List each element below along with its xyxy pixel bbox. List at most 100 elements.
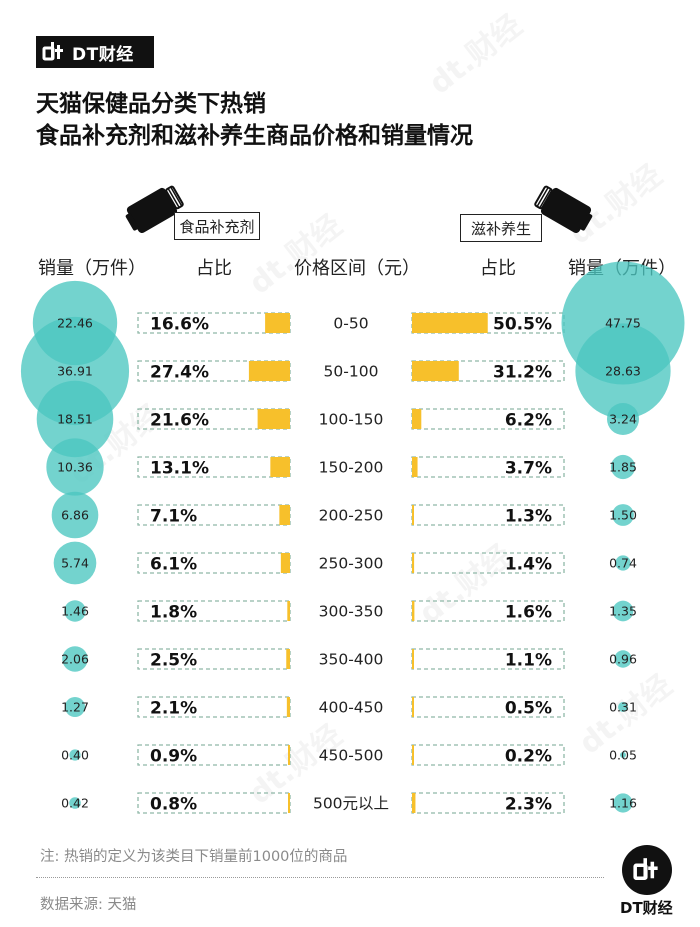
brand-logo: DT财经 xyxy=(36,36,154,68)
right-share-frame xyxy=(411,456,565,478)
right-share-frame xyxy=(411,696,565,718)
left-sales-bubble xyxy=(69,749,81,761)
left-share-bar xyxy=(270,457,290,477)
left-share-bar xyxy=(265,313,290,333)
price-range-label: 350-400 xyxy=(319,651,384,669)
right-sales-bubble xyxy=(613,793,633,813)
right-share-label: 1.1% xyxy=(505,651,552,671)
price-range-label: 450-500 xyxy=(319,747,384,765)
right-sales-bubble xyxy=(614,650,632,668)
right-share-bar xyxy=(412,697,414,717)
right-share-label: 31.2% xyxy=(493,363,552,383)
right-sales-bubble xyxy=(618,702,628,712)
right-sales-label: 1.16 xyxy=(609,796,637,811)
right-share-label: 1.6% xyxy=(505,603,552,623)
left-share-bar xyxy=(257,409,290,429)
price-range-label: 0-50 xyxy=(333,315,368,333)
header-left-share: 占比 xyxy=(196,258,232,279)
left-sales-bubble xyxy=(51,491,99,539)
price-range-label: 150-200 xyxy=(319,459,384,477)
right-share-label: 3.7% xyxy=(505,459,552,479)
right-sales-bubble xyxy=(612,600,634,622)
title-line-2: 食品补充剂和滋补养生商品价格和销量情况 xyxy=(36,123,473,149)
left-sales-label: 10.36 xyxy=(57,460,93,475)
header-right-share: 占比 xyxy=(480,258,516,279)
right-sales-bubble xyxy=(612,504,634,526)
bottle-icon-right xyxy=(534,185,593,233)
brand-name: DT财经 xyxy=(72,44,134,65)
category-label-right: 滋补养生 xyxy=(470,219,531,238)
right-sales-label: 1.50 xyxy=(609,508,637,523)
category-tag-left: 食品补充剂 xyxy=(174,212,260,240)
left-share-bar xyxy=(288,793,290,813)
left-share-label: 13.1% xyxy=(150,459,209,479)
bottle-icon-left xyxy=(125,185,184,233)
right-share-bar xyxy=(412,601,415,621)
left-share-label: 7.1% xyxy=(150,507,197,527)
price-range-label: 500元以上 xyxy=(313,795,389,813)
right-share-frame xyxy=(411,504,565,526)
right-share-label: 6.2% xyxy=(505,411,552,431)
left-share-label: 1.8% xyxy=(150,603,197,623)
right-share-bar xyxy=(412,745,414,765)
left-sales-bubble xyxy=(53,541,97,585)
right-sales-label: 0.05 xyxy=(609,748,637,763)
left-share-label: 0.8% xyxy=(150,795,197,815)
header-left-sales: 销量（万件） xyxy=(38,258,146,279)
left-share-label: 27.4% xyxy=(150,363,209,383)
right-share-label: 1.4% xyxy=(505,555,552,575)
price-range-label: 200-250 xyxy=(319,507,384,525)
left-share-label: 21.6% xyxy=(150,411,209,431)
price-range-label: 50-100 xyxy=(324,363,379,381)
right-share-bar xyxy=(412,313,488,333)
left-sales-bubble xyxy=(36,380,114,458)
data-source: 数据来源: 天猫 xyxy=(40,897,137,913)
left-sales-bubble xyxy=(64,696,86,718)
right-share-label: 1.3% xyxy=(505,507,552,527)
page-title: 天猫保健品分类下热销 食品补充剂和滋补养生商品价格和销量情况 xyxy=(36,88,473,152)
category-label-left: 食品补充剂 xyxy=(179,217,255,236)
right-share-label: 2.3% xyxy=(505,795,552,815)
price-range-label: 400-450 xyxy=(319,699,384,717)
category-tag-right: 滋补养生 xyxy=(460,214,542,242)
right-share-bar xyxy=(412,553,415,573)
left-share-bar xyxy=(287,601,290,621)
left-share-bar xyxy=(248,361,290,381)
footer-brand: DT财经 xyxy=(620,899,673,917)
left-sales-label: 0.42 xyxy=(61,796,89,811)
right-share-label: 50.5% xyxy=(493,315,552,335)
left-share-bar xyxy=(279,505,290,525)
chart-canvas: 16.6% 0-50 50.5% 27.4% 50-100 31.2% 21.6% 100-1… xyxy=(20,261,685,815)
right-share-bar xyxy=(412,649,414,669)
left-sales-label: 1.46 xyxy=(61,604,89,619)
footnote: 注: 热销的定义为该类目下销量前1000位的商品 xyxy=(40,849,348,865)
left-share-label: 2.5% xyxy=(150,651,197,671)
right-share-frame xyxy=(411,552,565,574)
right-sales-bubble xyxy=(610,454,636,480)
right-share-bar xyxy=(412,457,418,477)
right-sales-bubble xyxy=(620,752,626,758)
left-sales-label: 0.40 xyxy=(61,748,89,763)
right-share-frame xyxy=(411,648,565,670)
header-price-range: 价格区间（元） xyxy=(294,258,420,279)
right-share-bar xyxy=(412,793,416,813)
right-sales-label: 1.85 xyxy=(609,460,637,475)
right-sales-bubble xyxy=(606,402,640,436)
right-share-label: 0.2% xyxy=(505,747,552,767)
right-sales-label: 47.75 xyxy=(605,316,641,331)
right-share-bar xyxy=(412,505,414,525)
title-line-1: 天猫保健品分类下热销 xyxy=(36,91,266,117)
right-sales-bubble xyxy=(575,323,671,419)
right-sales-label: 0.74 xyxy=(609,556,637,571)
left-share-bar xyxy=(288,745,290,765)
left-sales-label: 22.46 xyxy=(57,316,93,331)
right-sales-label: 3.24 xyxy=(609,412,637,427)
right-share-bar xyxy=(412,409,422,429)
left-share-bar xyxy=(280,553,290,573)
left-share-label: 6.1% xyxy=(150,555,197,575)
left-sales-bubble xyxy=(64,600,86,622)
left-sales-bubble xyxy=(62,646,88,672)
right-sales-label: 0.96 xyxy=(609,652,637,667)
left-sales-label: 1.27 xyxy=(61,700,89,715)
left-sales-label: 36.91 xyxy=(57,364,93,379)
